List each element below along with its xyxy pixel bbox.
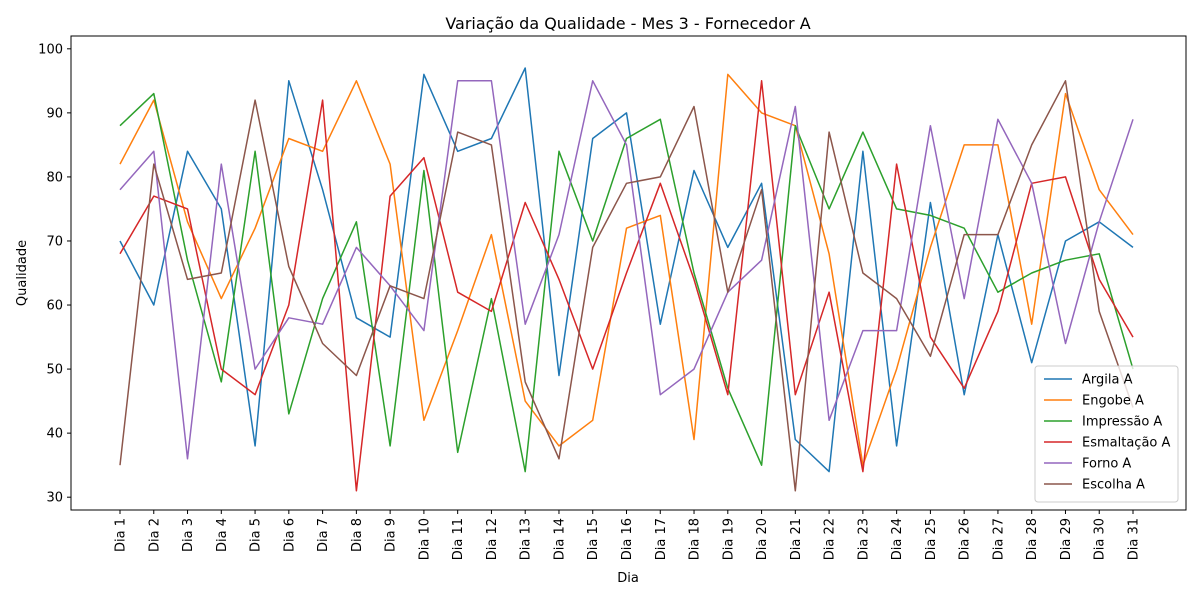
- legend-label: Escolha A: [1082, 478, 1145, 493]
- x-tick-label: Dia 28: [1025, 518, 1040, 560]
- x-tick-label: Dia 18: [688, 518, 703, 560]
- x-tick-label: Dia 7: [316, 518, 331, 552]
- legend-label: Forno A: [1082, 457, 1131, 472]
- y-tick-label: 80: [46, 170, 63, 185]
- x-tick-label: Dia 21: [789, 518, 804, 560]
- series-line-5: [119, 80, 1134, 460]
- series-line-3: [119, 92, 1134, 473]
- x-tick-label: Dia 19: [721, 518, 736, 560]
- x-tick-label: Dia 10: [417, 518, 432, 560]
- legend-label: Engobe A: [1082, 394, 1144, 409]
- x-tick-label: Dia 24: [890, 518, 905, 560]
- x-tick-label: Dia 17: [654, 518, 669, 560]
- x-tick-label: Dia 6: [282, 518, 297, 552]
- y-tick-label: 30: [46, 491, 63, 506]
- y-tick-label: 70: [46, 234, 63, 249]
- x-tick-label: Dia 4: [215, 518, 230, 552]
- x-tick-label: Dia 22: [823, 518, 838, 560]
- series-layer: [119, 67, 1134, 492]
- x-tick-label: Dia 13: [519, 518, 534, 560]
- series-line-2: [119, 73, 1134, 466]
- series-line-6: [119, 80, 1134, 492]
- y-tick-label: 100: [38, 42, 63, 57]
- x-tick-label: Dia 25: [924, 518, 939, 560]
- legend: Argila A Engobe A Impressão A Esmaltação A F…: [1034, 365, 1179, 503]
- x-tick-label: Dia 14: [553, 518, 568, 560]
- x-tick-label: Dia 20: [755, 518, 770, 560]
- chart-title: Variação da Qualidade - Mes 3 - Forneced…: [445, 14, 810, 33]
- x-tick-label: Dia 16: [620, 518, 635, 560]
- legend-label: Argila A: [1082, 373, 1133, 388]
- x-tick-label: Dia 1: [114, 518, 129, 552]
- x-tick-label: Dia 3: [181, 518, 196, 552]
- series-line-1: [119, 67, 1134, 473]
- x-tick-label: Dia 29: [1059, 518, 1074, 560]
- y-tick-label: 60: [46, 299, 63, 314]
- x-tick-label: Dia 8: [350, 518, 365, 552]
- x-tick-label: Dia 2: [147, 518, 162, 552]
- series-line-4: [119, 80, 1134, 492]
- y-tick-label: 50: [46, 363, 63, 378]
- x-axis: Dia 1 Dia 2 Dia 3 Dia 4 Dia 5 Dia 6 Dia 7 Dia 8…: [114, 510, 1142, 560]
- x-tick-label: Dia 15: [586, 518, 601, 560]
- legend-label: Esmaltação A: [1082, 436, 1170, 451]
- x-tick-label: Dia 12: [485, 518, 500, 560]
- x-tick-label: Dia 27: [991, 518, 1006, 560]
- x-tick-label: Dia 26: [958, 518, 973, 560]
- plot-frame: [70, 35, 1187, 511]
- x-tick-label: Dia 11: [451, 518, 466, 560]
- x-axis-title: Dia: [617, 571, 639, 586]
- x-tick-label: Dia 5: [249, 518, 264, 552]
- x-tick-label: Dia 31: [1127, 518, 1142, 560]
- x-tick-label: Dia 23: [856, 518, 871, 560]
- y-tick-label: 90: [46, 106, 63, 121]
- y-tick-label: 40: [46, 427, 63, 442]
- x-tick-label: Dia 30: [1093, 518, 1108, 560]
- y-axis: 30 40 50 60 70 80 90 100: [38, 42, 71, 506]
- legend-label: Impressão A: [1082, 415, 1162, 430]
- x-tick-label: Dia 9: [384, 518, 399, 552]
- y-axis-title: Qualidade: [15, 240, 30, 306]
